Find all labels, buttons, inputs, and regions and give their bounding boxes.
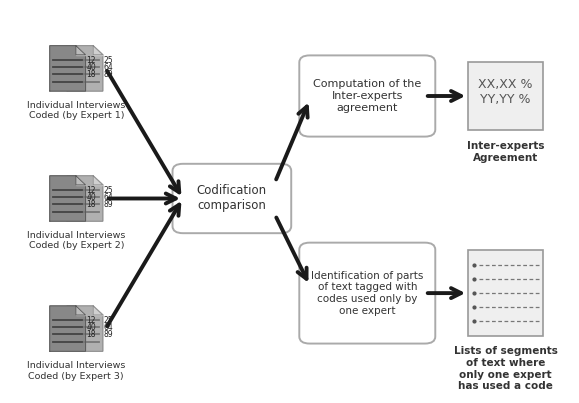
Text: Inter-experts
Agreement: Inter-experts Agreement <box>467 141 544 163</box>
Text: 40: 40 <box>86 323 96 332</box>
Text: 25: 25 <box>104 186 113 195</box>
Text: 64: 64 <box>104 63 113 72</box>
Polygon shape <box>76 306 86 315</box>
Polygon shape <box>76 46 86 55</box>
FancyBboxPatch shape <box>299 55 435 137</box>
Text: 89: 89 <box>104 200 113 209</box>
Polygon shape <box>50 176 86 221</box>
Text: 12: 12 <box>86 56 96 65</box>
FancyBboxPatch shape <box>468 62 543 129</box>
Text: XX,XX %
YY,YY %: XX,XX % YY,YY % <box>478 78 533 106</box>
Text: 18: 18 <box>86 70 96 79</box>
Polygon shape <box>67 306 103 351</box>
Text: 40: 40 <box>86 193 96 202</box>
Text: 18: 18 <box>86 330 96 339</box>
Polygon shape <box>50 306 86 351</box>
Text: Identification of parts
of text tagged with
codes used only by
one expert: Identification of parts of text tagged w… <box>311 271 423 316</box>
Text: 25: 25 <box>104 316 113 325</box>
Polygon shape <box>93 46 103 55</box>
Text: 12: 12 <box>86 186 96 195</box>
Polygon shape <box>50 46 86 91</box>
Polygon shape <box>76 176 86 185</box>
Text: 89: 89 <box>104 330 113 339</box>
Text: Individual Interviews
Coded (by Expert 1): Individual Interviews Coded (by Expert 1… <box>27 101 126 120</box>
Polygon shape <box>67 176 103 221</box>
FancyBboxPatch shape <box>468 250 543 337</box>
FancyBboxPatch shape <box>173 164 291 233</box>
Text: 64: 64 <box>104 323 113 332</box>
Polygon shape <box>93 306 103 315</box>
Text: 89: 89 <box>104 70 113 79</box>
Text: Lists of segments
of text where
only one expert
has used a code: Lists of segments of text where only one… <box>453 346 558 391</box>
Text: 12: 12 <box>86 316 96 325</box>
Text: 64: 64 <box>104 193 113 202</box>
Text: Individual Interviews
Coded (by Expert 2): Individual Interviews Coded (by Expert 2… <box>27 231 126 250</box>
Text: 40: 40 <box>86 63 96 72</box>
Text: Individual Interviews
Coded (by Expert 3): Individual Interviews Coded (by Expert 3… <box>27 361 126 380</box>
FancyBboxPatch shape <box>299 243 435 344</box>
Text: Computation of the
Inter-experts
agreement: Computation of the Inter-experts agreeme… <box>313 79 422 112</box>
Polygon shape <box>93 176 103 185</box>
Polygon shape <box>67 46 103 91</box>
Text: 25: 25 <box>104 56 113 65</box>
Text: 18: 18 <box>86 200 96 209</box>
Text: Codification
comparison: Codification comparison <box>197 185 267 212</box>
